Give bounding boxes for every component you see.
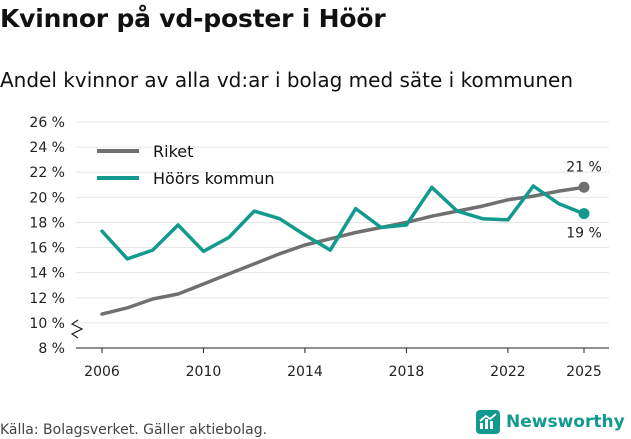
chart-title: Kvinnor på vd-poster i Höör (0, 4, 386, 33)
y-tick-label: 14 % (29, 266, 65, 282)
legend-label: Riket (153, 142, 193, 161)
y-tick-label: 18 % (29, 215, 65, 231)
y-tick-label: 12 % (29, 291, 65, 307)
y-tick-label: 26 % (29, 115, 65, 131)
newsworthy-logo: Newsworthy (476, 410, 625, 434)
series-line (100, 185, 586, 316)
y-tick-label: 24 % (29, 140, 65, 156)
series-end-point (578, 181, 590, 193)
y-tick-label: 22 % (29, 165, 65, 181)
y-tick-label: 8 % (38, 341, 65, 357)
y-tick-label: 20 % (29, 190, 65, 206)
brand-name: Newsworthy (506, 412, 625, 432)
newsworthy-icon (476, 410, 500, 434)
y-tick-label: 16 % (29, 241, 65, 257)
legend-label: Höörs kommun (153, 169, 275, 188)
x-tick-label: 2022 (490, 364, 526, 380)
x-tick-label: 2006 (84, 364, 120, 380)
series-end-label: 21 % (566, 159, 602, 175)
source-note: Källa: Bolagsverket. Gäller aktiebolag. (0, 422, 268, 438)
x-tick-label: 2010 (186, 364, 222, 380)
axis-break-icon (70, 319, 84, 339)
series-line (100, 184, 586, 261)
series-end-label: 19 % (566, 226, 602, 242)
series-end-point (578, 208, 590, 220)
x-tick-label: 2025 (566, 364, 602, 380)
chart-subtitle: Andel kvinnor av alla vd:ar i bolag med … (0, 68, 573, 92)
x-tick-label: 2018 (389, 364, 425, 380)
x-tick-label: 2014 (287, 364, 323, 380)
y-tick-label: 10 % (29, 316, 65, 332)
